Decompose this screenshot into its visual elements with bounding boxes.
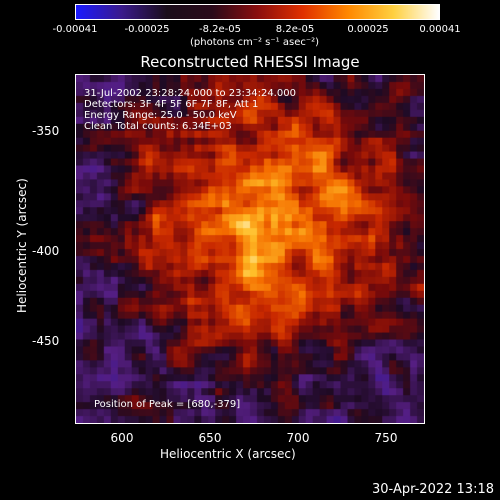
colorbar-tick: -0.00041 bbox=[52, 24, 98, 35]
colorbar-unit: (photons cm⁻² s⁻¹ asec⁻²) bbox=[190, 37, 320, 48]
colorbar-tick: 0.00025 bbox=[347, 24, 389, 35]
timestamp: 30-Apr-2022 13:18 bbox=[372, 482, 494, 497]
colorbar-tick: -8.2e-05 bbox=[199, 24, 241, 35]
info-counts: Clean Total counts: 6.34E+03 bbox=[84, 121, 232, 132]
image-plot: 31-Jul-2002 23:28:24.000 to 23:34:24.000… bbox=[75, 74, 425, 424]
x-tick: 650 bbox=[198, 431, 222, 445]
heatmap-image bbox=[76, 75, 424, 423]
colorbar-ticks: -0.00041 -0.00025 -8.2e-05 8.2e-05 0.000… bbox=[0, 0, 500, 35]
x-tick: 700 bbox=[286, 431, 310, 445]
info-detectors: Detectors: 3F 4F 5F 6F 7F 8F, Att 1 bbox=[84, 99, 259, 110]
colorbar bbox=[75, 4, 440, 20]
y-axis-label: Heliocentric Y (arcsec) bbox=[15, 178, 29, 313]
info-time: 31-Jul-2002 23:28:24.000 to 23:34:24.000 bbox=[84, 88, 296, 99]
x-tick: 600 bbox=[110, 431, 134, 445]
colorbar-tick: 0.00041 bbox=[419, 24, 461, 35]
peak-position: Position of Peak = [680,-379] bbox=[94, 399, 241, 410]
x-axis-label: Heliocentric X (arcsec) bbox=[160, 447, 296, 461]
y-tick: -350 bbox=[32, 124, 60, 138]
x-tick: 750 bbox=[374, 431, 398, 445]
colorbar-tick: -0.00025 bbox=[124, 24, 170, 35]
y-tick: -400 bbox=[32, 244, 60, 258]
colorbar-tick: 8.2e-05 bbox=[275, 24, 315, 35]
info-energy: Energy Range: 25.0 - 50.0 keV bbox=[84, 110, 237, 121]
image-title: Reconstructed RHESSI Image bbox=[140, 53, 360, 71]
y-tick: -450 bbox=[32, 334, 60, 348]
